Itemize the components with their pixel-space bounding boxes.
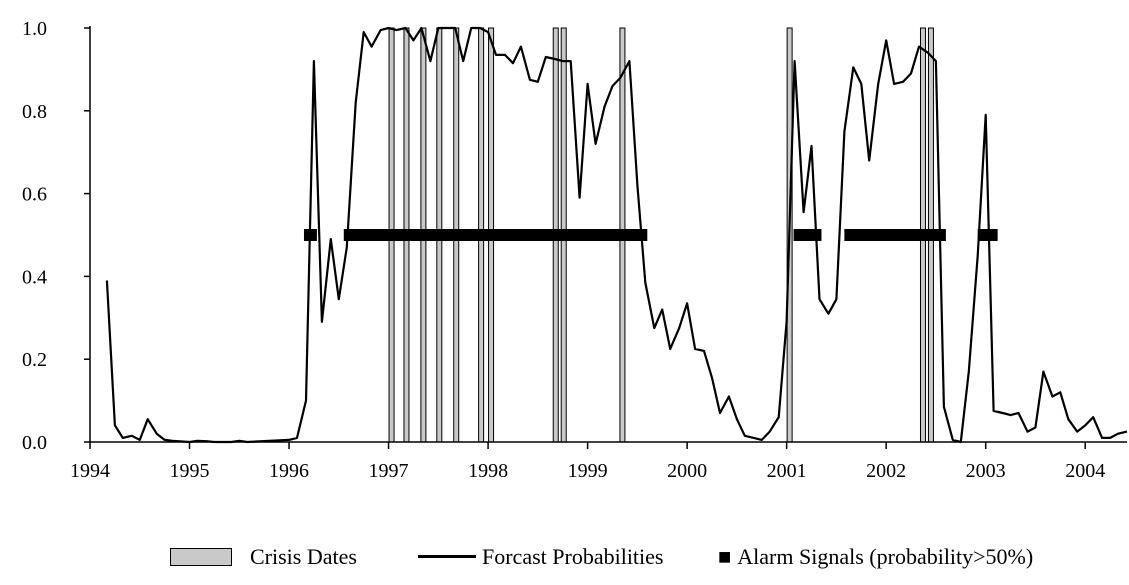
legend-label-crisis-dates: Crisis Dates bbox=[250, 543, 357, 569]
forecast-line-group bbox=[105, 26, 1128, 444]
x-tick-label-6: 2000 bbox=[667, 460, 707, 482]
chart: 0.0 0.2 0.4 0.6 0.8 1.0 1994 1995 1996 1997 1998 19… bbox=[22, 18, 1128, 482]
x-tick-label-4: 1998 bbox=[468, 460, 508, 482]
y-tick-label-3: 0.6 bbox=[22, 184, 47, 206]
alarm-band-4 bbox=[977, 229, 998, 241]
y-tick-label-0: 0.0 bbox=[22, 432, 47, 454]
y-tick-label-2: 0.4 bbox=[22, 266, 47, 288]
x-tick-label-9: 2003 bbox=[966, 460, 1006, 482]
x-tick-label-8: 2002 bbox=[866, 460, 906, 482]
y-tick-label-1: 0.2 bbox=[22, 349, 47, 371]
x-tick-label-10: 2004 bbox=[1065, 460, 1105, 482]
x-tick-label-1: 1995 bbox=[170, 460, 210, 482]
alarm-band-2 bbox=[793, 229, 822, 241]
y-tick-label-4: 0.8 bbox=[22, 101, 47, 123]
legend-label-alarm-signals: Alarm Signals (probability>50%) bbox=[737, 543, 1034, 569]
legend-swatch-alarm: ■ bbox=[718, 543, 732, 569]
x-tick-label-3: 1997 bbox=[369, 460, 409, 482]
legend-item-forecast-probabilities: Forcast Probabilities bbox=[418, 528, 663, 585]
legend-swatch-crisis-dates bbox=[170, 547, 232, 566]
x-tick-label-7: 2001 bbox=[767, 460, 807, 482]
legend-swatch-forecast-line bbox=[418, 555, 476, 558]
y-tick-label-5: 1.0 bbox=[22, 18, 47, 40]
x-tick-label-5: 1999 bbox=[568, 460, 608, 482]
legend-item-crisis-dates: Crisis Dates bbox=[170, 528, 357, 585]
axes bbox=[84, 26, 1127, 449]
legend: Crisis Dates Forcast Probabilities ■ Ala… bbox=[0, 528, 1129, 585]
alarm-band-1 bbox=[343, 229, 648, 241]
tick-labels: 0.0 0.2 0.4 0.6 0.8 1.0 1994 1995 1996 1997 1998 19… bbox=[22, 18, 1105, 482]
legend-item-alarm-signals: ■ Alarm Signals (probability>50%) bbox=[718, 528, 1033, 585]
forecast-line bbox=[105, 26, 1128, 444]
alarm-band-3 bbox=[844, 229, 946, 241]
legend-label-forecast-probabilities: Forcast Probabilities bbox=[482, 543, 664, 569]
x-tick-label-2: 1996 bbox=[269, 460, 309, 482]
alarm-signals bbox=[303, 229, 998, 241]
x-tick-label-0: 1994 bbox=[70, 460, 110, 482]
